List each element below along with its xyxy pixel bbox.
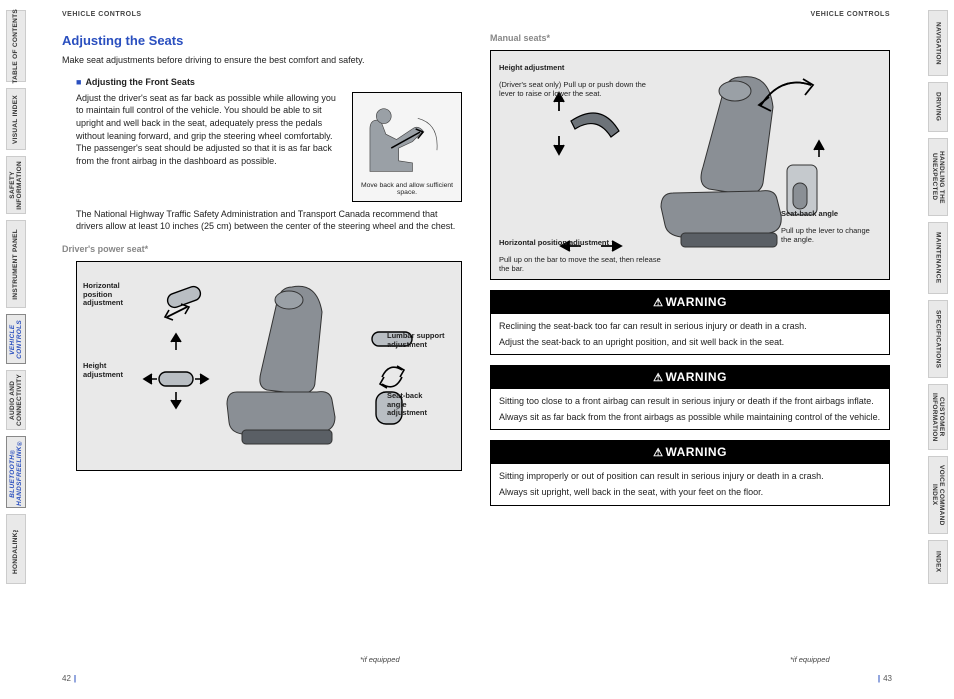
driver-posture-caption: Move back and allow sufficient space. [357, 182, 457, 197]
nav-tab-right-2[interactable]: HANDLING THE UNEXPECTED [928, 138, 948, 216]
callout-lumbar: Lumbar support adjustment [387, 332, 457, 349]
nav-tab-left-7[interactable]: HONDALINK™ [6, 514, 26, 584]
callout-height-adj: Height adjustment (Driver's seat only) P… [499, 55, 649, 98]
warning-p1: Sitting improperly or out of position ca… [499, 470, 881, 482]
driver-posture-icon [354, 97, 460, 182]
warning-bar: ⚠WARNING [491, 441, 889, 464]
intro-text: Make seat adjustments before driving to … [62, 54, 462, 66]
subheading-label: Adjusting the Front Seats [85, 77, 195, 87]
footnote-left: *if equipped [360, 655, 400, 665]
nav-tab-label: NAVIGATION [934, 22, 941, 65]
nav-tab-label: HANDLING THE UNEXPECTED [931, 151, 945, 204]
front-seat-para-block: Move back and allow sufficient space. Ad… [76, 92, 462, 233]
power-seat-heading: Driver's power seat* [62, 243, 462, 255]
warning-body: Sitting too close to a front airbag can … [491, 389, 889, 429]
nav-tab-right-4[interactable]: SPECIFICATIONS [928, 300, 948, 378]
power-seat-icon [197, 272, 377, 462]
manual-seat-back-arrows [741, 65, 861, 185]
callout-hpos-body: Pull up on the bar to move the seat, the… [499, 255, 661, 273]
nav-tab-left-4[interactable]: VEHICLE CONTROLS [6, 314, 26, 364]
warning-label: WARNING [665, 295, 727, 309]
callout-height-body: (Driver's seat only) Pull up or push dow… [499, 80, 646, 98]
power-seat-controls-left [137, 272, 217, 462]
nav-tab-label: AUDIO AND CONNECTIVITY [9, 374, 23, 426]
warning-bar: ⚠WARNING [491, 366, 889, 389]
nav-tab-label: CUSTOMER INFORMATION [931, 393, 945, 442]
nav-tab-label: VISUAL INDEX [12, 95, 19, 144]
callout-hpos: Horizontal position adjustment [83, 282, 138, 308]
nav-tab-left-5[interactable]: AUDIO AND CONNECTIVITY [6, 370, 26, 430]
warning-body: Reclining the seat-back too far can resu… [491, 314, 889, 354]
warning-p1: Sitting too close to a front airbag can … [499, 395, 881, 407]
power-seat-diagram: Horizontal position adjustment Height ad… [76, 261, 462, 471]
nav-tab-label: DRIVING [934, 92, 941, 121]
warning-box-0: ⚠WARNING Reclining the seat-back too far … [490, 290, 890, 355]
subheading-front-seats: ■ Adjusting the Front Seats [76, 76, 462, 88]
warning-triangle-icon: ⚠ [653, 372, 663, 384]
section-header-right: VEHICLE CONTROLS [490, 10, 890, 19]
nav-tab-label: SAFETY INFORMATION [9, 161, 23, 210]
nav-tab-label: HONDALINK™ [12, 525, 19, 574]
nav-tab-left-3[interactable]: INSTRUMENT PANEL [6, 220, 26, 308]
nav-tab-label: BLUETOOTH® HANDSFREELINK® [9, 439, 23, 506]
callout-back-adj: Seat-back angle Pull up the lever to cha… [781, 201, 881, 244]
manual-seat-diagram: Height adjustment (Driver's seat only) P… [490, 50, 890, 280]
nav-tab-right-1[interactable]: DRIVING [928, 82, 948, 132]
nav-tab-right-0[interactable]: NAVIGATION [928, 10, 948, 76]
warning-triangle-icon: ⚠ [653, 297, 663, 309]
front-seat-para2: The National Highway Traffic Safety Admi… [76, 208, 462, 233]
warning-bar: ⚠WARNING [491, 291, 889, 314]
callout-seatback: Seat-back angle adjustment [387, 392, 457, 418]
warning-triangle-icon: ⚠ [653, 447, 663, 459]
nav-tab-right-3[interactable]: MAINTENANCE [928, 222, 948, 294]
nav-tab-right-6[interactable]: VOICE COMMAND INDEX [928, 456, 948, 534]
warning-p2: Adjust the seat-back to an upright posit… [499, 336, 881, 348]
callout-back-body: Pull up the lever to change the angle. [781, 226, 870, 244]
nav-tab-left-2[interactable]: SAFETY INFORMATION [6, 156, 26, 214]
callout-back-title: Seat-back angle [781, 209, 838, 218]
right-page: Manual seats* [490, 22, 890, 506]
page-number-right: |43 [875, 674, 892, 685]
nav-tab-label: VEHICLE CONTROLS [9, 320, 23, 359]
page-title: Adjusting the Seats [62, 32, 462, 50]
callout-height: Height adjustment [83, 362, 138, 379]
nav-tab-label: TABLE OF CONTENTS [12, 9, 19, 84]
warning-body: Sitting improperly or out of position ca… [491, 464, 889, 504]
page-number-left: 42| [62, 674, 79, 685]
nav-tab-label: INDEX [934, 551, 941, 572]
warning-p2: Always sit upright, well back in the sea… [499, 486, 881, 498]
callout-height-title: Height adjustment [499, 63, 564, 72]
nav-tab-left-0[interactable]: TABLE OF CONTENTS [6, 10, 26, 82]
page-spread: VEHICLE CONTROLS VEHICLE CONTROLS TABLE … [0, 0, 954, 699]
callout-hpos-adj: Horizontal position adjustment Pull up o… [499, 230, 669, 273]
footnote-right: *if equipped [790, 655, 830, 665]
left-page: Adjusting the Seats Make seat adjustment… [62, 22, 462, 471]
square-bullet-icon: ■ [76, 77, 81, 87]
nav-tab-label: VOICE COMMAND INDEX [931, 465, 945, 526]
nav-tab-left-6[interactable]: BLUETOOTH® HANDSFREELINK® [6, 436, 26, 508]
nav-tab-label: MAINTENANCE [934, 232, 941, 283]
manual-seat-heading: Manual seats* [490, 32, 890, 44]
nav-tab-left-1[interactable]: VISUAL INDEX [6, 88, 26, 150]
warning-p2: Always sit as far back from the front ai… [499, 411, 881, 423]
warning-label: WARNING [665, 445, 727, 459]
nav-tab-label: SPECIFICATIONS [934, 310, 941, 368]
callout-hpos-title: Horizontal position adjustment [499, 238, 609, 247]
warning-box-2: ⚠WARNING Sitting improperly or out of pos… [490, 440, 890, 505]
warning-box-1: ⚠WARNING Sitting too close to a front air… [490, 365, 890, 430]
nav-tab-right-5[interactable]: CUSTOMER INFORMATION [928, 384, 948, 450]
warning-p1: Reclining the seat-back too far can resu… [499, 320, 881, 332]
warning-label: WARNING [665, 370, 727, 384]
nav-tab-right-7[interactable]: INDEX [928, 540, 948, 584]
nav-tab-label: INSTRUMENT PANEL [12, 229, 19, 300]
section-header-left: VEHICLE CONTROLS [62, 10, 142, 19]
driver-posture-figure: Move back and allow sufficient space. [352, 92, 462, 202]
